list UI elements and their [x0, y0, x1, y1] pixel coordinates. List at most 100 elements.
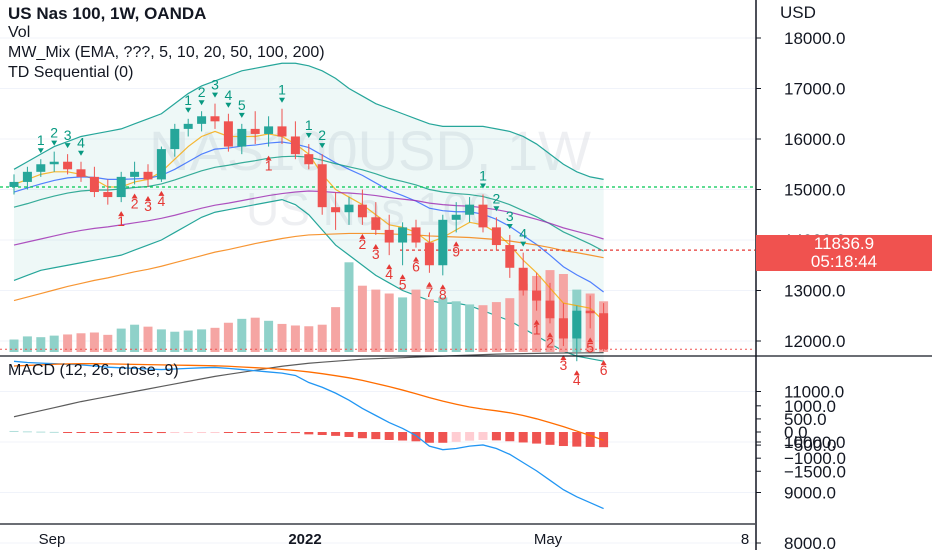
candle-body [331, 207, 341, 213]
td-arrow-down [51, 140, 58, 146]
macd-histogram-bar [478, 432, 488, 440]
candle-body [277, 126, 287, 137]
legend-vol: Vol [8, 24, 31, 41]
candle-body [532, 290, 542, 301]
volume-bar [183, 330, 193, 352]
macd-histogram-bar [49, 431, 59, 433]
candle-body [22, 171, 32, 182]
td-count-label: 1 [184, 92, 192, 108]
td-arrow-down [506, 223, 513, 229]
td-arrow-down [520, 241, 527, 247]
td-count-label: 3 [144, 198, 152, 214]
macd-histogram-bar [558, 432, 568, 447]
candle-body [304, 154, 314, 165]
volume-bar [518, 283, 528, 352]
volume-bar [290, 325, 300, 352]
legend-td-sequential: TD Sequential (0) [8, 64, 134, 81]
td-arrow-up [118, 211, 125, 217]
td-count-label: 8 [439, 286, 447, 302]
macd-histogram-bar [223, 432, 233, 433]
td-arrow-up [439, 284, 446, 290]
price-tick-label: 8000.0 [784, 534, 836, 550]
volume-bar [103, 334, 113, 352]
price-tick-label: 15000.0 [784, 181, 845, 200]
candle-body [170, 128, 180, 150]
td-arrow-up [413, 256, 419, 262]
macd-histogram-bar [250, 432, 260, 433]
macd-histogram-bar [143, 432, 153, 433]
candle-body [290, 136, 300, 155]
macd-signal-line [13, 363, 604, 441]
td-arrow-up [359, 233, 366, 239]
price-tick-label: 11000.0 [784, 383, 844, 402]
td-arrow-down [198, 100, 205, 106]
time-tick-label: May [534, 531, 563, 548]
macd-histogram-bar [344, 432, 354, 437]
bollinger-fill [14, 63, 604, 362]
volume-bar [317, 324, 327, 352]
price-axis-currency: USD [780, 3, 816, 22]
legend-macd: MACD (12, 26, close, 9) [8, 362, 179, 379]
td-arrow-up [453, 241, 460, 247]
price-tick-label: 10000.0 [784, 433, 845, 452]
macd-histogram-bar [63, 432, 73, 433]
td-count-label: 9 [452, 243, 460, 259]
candle-body [264, 126, 274, 134]
candle-body [197, 116, 207, 124]
td-count-label: 4 [573, 372, 581, 388]
price-tick-label: 16000.0 [784, 130, 845, 149]
macd-histogram-bar [357, 432, 367, 439]
candle-body [558, 318, 568, 339]
macd-pane [9, 360, 609, 510]
candle-body [36, 164, 46, 172]
time-tick-label: Sep [39, 531, 66, 548]
td-count-label: 2 [318, 127, 326, 143]
td-count-label: 3 [64, 127, 72, 143]
macd-histogram-bar [156, 432, 166, 434]
macd-histogram-bar [532, 432, 542, 444]
volume-bar [424, 299, 434, 352]
td-arrow-down [64, 143, 71, 149]
td-arrow-up [560, 355, 567, 361]
td-count-label: 1 [533, 322, 541, 338]
td-arrow-up [399, 274, 406, 280]
candle-body [223, 121, 233, 147]
volume-bar [63, 334, 73, 352]
candle-body [465, 204, 475, 215]
price-tick-label: 12000.0 [784, 332, 845, 351]
macd-tick-label: −1000.0 [784, 449, 846, 468]
macd-tick-label: 500.0 [784, 410, 827, 429]
candle-body [143, 171, 153, 180]
candle-body [317, 164, 327, 208]
ema-line-e50 [13, 190, 604, 246]
td-count-label: 1 [265, 158, 273, 174]
macd-histogram-bar [317, 432, 327, 436]
volume-bar [130, 324, 140, 352]
volume-bar [237, 318, 247, 352]
candle-body [9, 181, 19, 187]
td-arrow-down [493, 206, 500, 212]
watermark-line2: US Nas 100 [246, 183, 494, 235]
time-tick-label: 2022 [288, 531, 321, 548]
td-count-label: 2 [359, 236, 367, 252]
candle-body [585, 310, 595, 314]
candle-body [505, 245, 515, 268]
macd-histogram-bar [371, 432, 381, 440]
candle-body [130, 171, 140, 177]
td-count-label: 4 [77, 135, 85, 151]
candle-body [398, 227, 408, 243]
ema-line-e100 [13, 232, 604, 302]
td-count-label: 6 [412, 259, 420, 275]
candle-body [478, 204, 488, 228]
td-count-label: 6 [600, 362, 608, 378]
td-arrow-down [238, 112, 245, 118]
macd-histogram-bar [424, 432, 434, 443]
td-count-label: 2 [493, 190, 501, 206]
candle-body [183, 123, 193, 129]
td-count-label: 2 [198, 84, 206, 100]
candle-body [599, 313, 609, 350]
candle-body [237, 128, 247, 147]
bar-countdown: 05:18:44 [810, 252, 878, 271]
macd-histogram-bar [210, 432, 220, 433]
